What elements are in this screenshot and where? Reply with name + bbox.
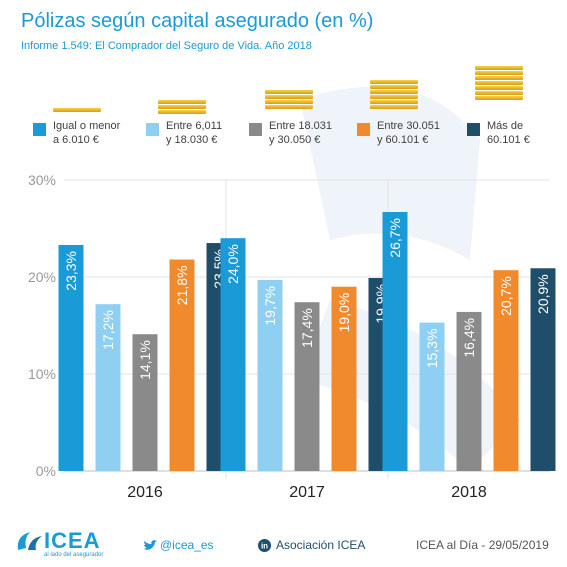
data-label: 20,9% [535,274,551,314]
legend-label: Más de 60.101 € [487,120,530,146]
y-tick-label: 0% [36,463,56,479]
bar [257,279,283,471]
bar [456,311,482,471]
icea-logo-text: ICEA [44,528,101,553]
twitter-icon [144,540,157,550]
bar [331,286,357,471]
linkedin-name[interactable]: Asociación ICEA [276,538,366,552]
data-label: 21,8% [174,266,190,306]
legend-label: Entre 18.031 y 30.050 € [269,120,332,146]
legend-label: Entre 30.051 y 60.101 € [377,120,440,146]
linkedin-icon: in [258,539,271,552]
bar [382,212,408,471]
bar [530,268,556,471]
svg-text:in: in [261,542,268,551]
bar [220,238,246,471]
data-label: 20,7% [498,276,514,316]
chart-title: Pólizas según capital asegurado (en %) [21,10,374,32]
x-category-label: 2018 [451,484,487,501]
legend-swatch [249,123,262,136]
chart-subtitle: Informe 1.549: El Comprador del Seguro d… [21,40,312,52]
bar [169,259,195,471]
bar [419,322,445,471]
data-label: 24,0% [225,244,241,284]
publication-date: ICEA al Día - 29/05/2019 [416,538,549,552]
legend-swatch [467,123,480,136]
bar [132,334,158,471]
y-tick-label: 30% [28,172,56,188]
data-label: 17,4% [299,308,315,348]
legend-label: Entre 6,011 y 18.030 € [166,120,223,146]
icea-logo-icon [17,532,42,550]
twitter-handle[interactable]: @icea_es [160,538,214,552]
bar [294,302,320,471]
bar [95,304,121,471]
legend: Igual o menor a 6.010 € Entre 6,011 y 18.0… [0,64,567,154]
data-label: 26,7% [387,218,403,258]
data-label: 14,1% [137,340,153,380]
footer: ICEA al lado del asegurador @icea_es in … [0,520,567,567]
data-label: 19,7% [262,286,278,326]
data-label: 17,2% [100,310,116,350]
bar [58,244,84,471]
x-category-label: 2016 [127,484,163,501]
icea-logo-tagline: al lado del asegurador [44,552,104,558]
legend-swatch [146,123,159,136]
data-label: 16,4% [461,318,477,358]
bar [493,270,519,471]
y-tick-label: 20% [28,269,56,285]
legend-label: Igual o menor a 6.010 € [53,120,121,146]
x-category-label: 2017 [289,484,325,501]
data-label: 23,3% [63,251,79,291]
legend-swatch [357,123,370,136]
bar-chart: 0%10%20%30%23,3%17,2%14,1%21,8% 23,5%2016… [28,172,556,501]
y-tick-label: 10% [28,366,56,382]
data-label: 15,3% [424,329,440,369]
data-label: 19,0% [336,293,352,333]
legend-swatch [33,123,46,136]
